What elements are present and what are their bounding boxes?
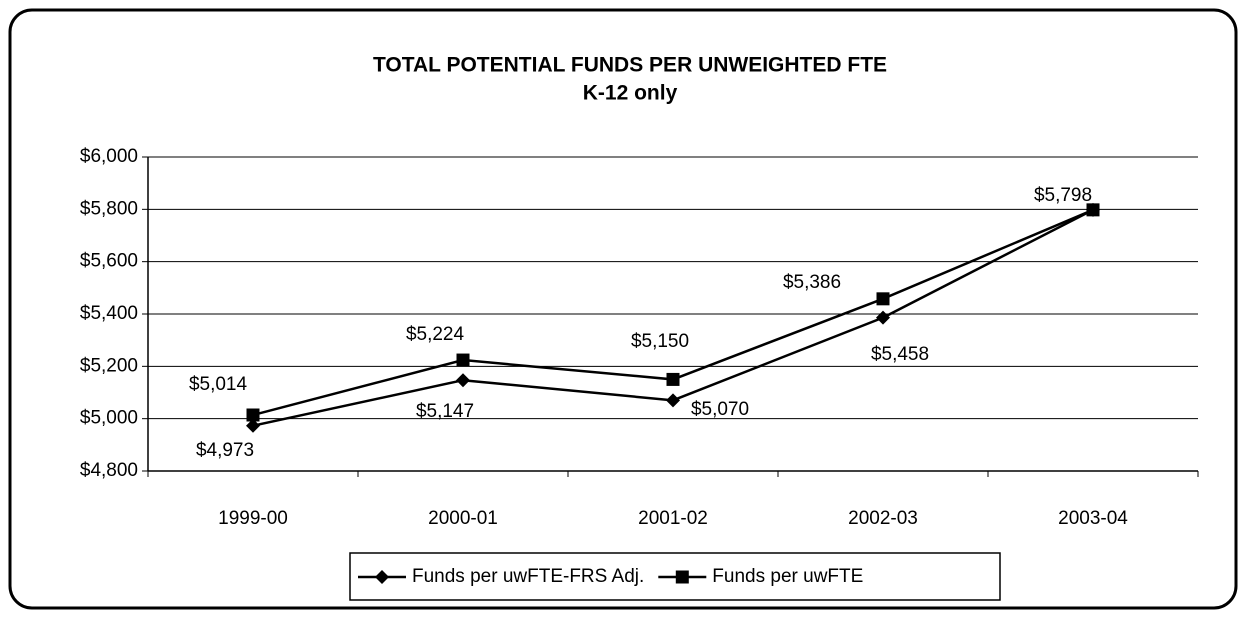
data-label: $5,147	[416, 401, 474, 422]
data-label: $5,150	[631, 331, 689, 352]
y-tick-label: $5,000	[80, 408, 138, 429]
y-tick-label: $5,200	[80, 355, 138, 376]
data-label: $5,798	[1034, 185, 1092, 206]
x-tick-label: 2000-01	[428, 508, 498, 529]
data-label: $5,070	[691, 399, 749, 420]
x-tick-label: 1999-00	[218, 508, 288, 529]
legend-label: Funds per uwFTE	[712, 566, 863, 587]
data-point	[666, 393, 680, 408]
x-tick-label: 2003-04	[1058, 508, 1128, 529]
legend-label: Funds per uwFTE-FRS Adj.	[412, 566, 644, 587]
data-point	[876, 292, 890, 306]
data-point	[1086, 203, 1100, 217]
legend-marker	[675, 570, 689, 584]
data-point	[876, 310, 890, 325]
y-tick-label: $6,000	[80, 146, 138, 167]
y-tick-label: $5,800	[80, 198, 138, 219]
chart-frame	[8, 8, 1238, 610]
data-point	[456, 353, 470, 367]
chart-subtitle: K-12 only	[583, 82, 678, 105]
legend-marker	[375, 570, 389, 584]
y-tick-label: $5,600	[80, 251, 138, 272]
data-label: $5,224	[406, 324, 465, 345]
data-label: $5,014	[189, 374, 248, 395]
y-tick-label: $5,400	[80, 303, 138, 324]
data-point	[456, 373, 470, 388]
legend-box	[349, 552, 1001, 601]
data-label: $4,973	[196, 440, 254, 461]
chart-title: TOTAL POTENTIAL FUNDS PER UNWEIGHTED FTE	[373, 54, 887, 77]
data-label: $5,458	[871, 344, 929, 365]
data-label: $5,386	[783, 272, 841, 293]
data-point	[246, 418, 260, 433]
data-point	[246, 408, 260, 422]
x-tick-label: 2001-02	[638, 508, 708, 529]
data-point	[666, 372, 680, 386]
y-tick-label: $4,800	[80, 460, 138, 481]
x-tick-label: 2002-03	[848, 508, 918, 529]
